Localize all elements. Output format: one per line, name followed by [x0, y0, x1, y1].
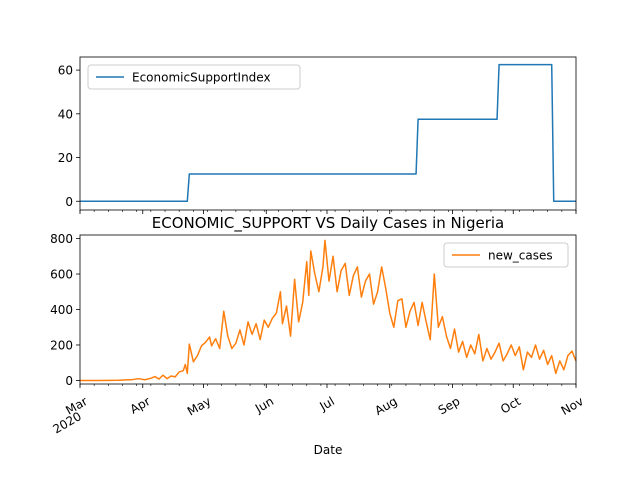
- y-tick-label: 200: [50, 338, 73, 352]
- series-line-new_cases: [80, 239, 577, 382]
- chart-title: ECONOMIC_SUPPORT VS Daily Cases in Niger…: [152, 214, 504, 233]
- x-tick-label: Nov: [559, 394, 586, 418]
- y-tick-label: 0: [65, 195, 73, 209]
- x-tick-label: Apr: [128, 394, 153, 417]
- y-tick-label: 800: [50, 232, 73, 246]
- x-tick-label: Sep: [436, 394, 463, 417]
- legend-box: [87, 64, 301, 90]
- y-tick-label: 60: [58, 64, 73, 78]
- x-tick-label: Jul: [316, 394, 336, 414]
- legend-label: new_cases: [488, 249, 553, 263]
- legend-label: EconomicSupportIndex: [132, 71, 271, 85]
- x-tick-label: Jun: [252, 394, 276, 416]
- y-tick-label: 0: [65, 374, 73, 388]
- x-axis-label: Date: [314, 443, 343, 457]
- y-tick-label: 400: [50, 303, 73, 317]
- legend-box: [443, 242, 569, 268]
- y-tick-label: 20: [58, 151, 73, 165]
- economic-support-panel: 0 20 40 60 EconomicSupportIndex: [58, 56, 577, 214]
- x-tick-label: May: [185, 394, 213, 419]
- x-tick-label: Aug: [372, 394, 399, 418]
- y-tick-label: 600: [50, 268, 73, 282]
- daily-cases-panel: ECONOMIC_SUPPORT VS Daily Cases in Niger…: [50, 214, 586, 457]
- axes-frame: [79, 56, 577, 211]
- y-tick-label: 40: [58, 107, 73, 121]
- series-line-EconomicSupportIndex: [80, 63, 576, 203]
- x-tick-label: Oct: [498, 394, 523, 417]
